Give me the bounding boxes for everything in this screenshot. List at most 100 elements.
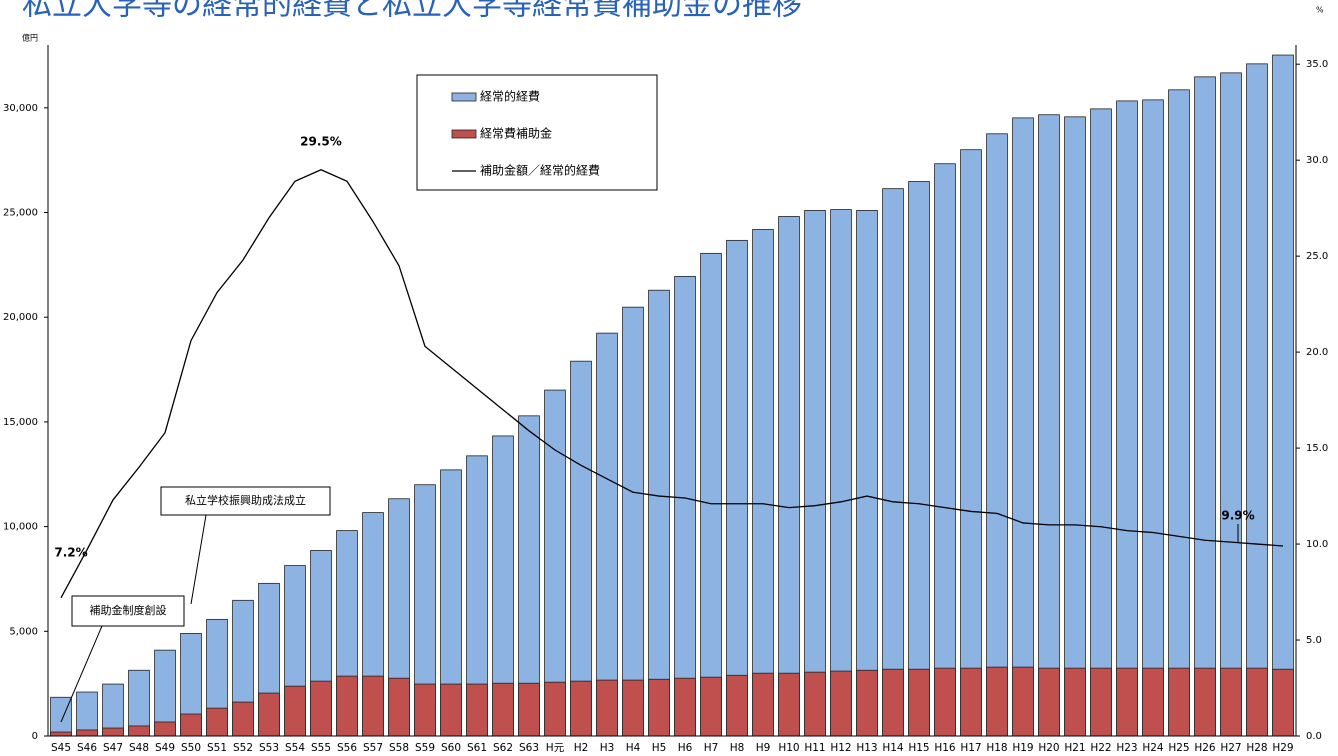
bar [362,675,384,737]
x-tick-label: H19 [1012,742,1033,754]
x-tick-label: S57 [363,742,383,754]
bar [752,672,774,737]
x-tick-label: H16 [934,742,956,754]
x-tick-label: S48 [129,742,149,754]
bar [1038,114,1060,737]
bar [440,683,462,737]
bar [50,696,72,737]
x-tick-label: S54 [285,742,305,754]
bar [570,360,592,737]
legend-swatch [451,129,477,139]
legend-label: 補助金額／経常的経費 [480,163,600,178]
x-tick-label: H28 [1246,742,1267,754]
legend-label: 経常費補助金 [480,126,552,141]
y2-tick-label: 30.0 [1306,155,1328,166]
x-tick-label: S56 [337,742,357,754]
x-tick-label: H26 [1194,742,1216,754]
bar [856,669,878,737]
bar [1220,667,1242,737]
x-tick-label: S49 [155,742,175,754]
y2-tick-label: 25.0 [1306,251,1328,262]
bar [1090,667,1112,737]
bar [258,692,280,737]
bar [232,701,254,737]
bar [1012,666,1034,737]
legend-label: 経常的経費 [480,89,540,104]
x-tick-label: S51 [207,742,227,754]
bar [804,210,826,737]
x-tick-label: S52 [233,742,253,754]
ratio-line [60,169,1284,599]
bar [960,149,982,737]
bar [648,289,670,737]
y-tick-label: 5,000 [9,626,38,637]
bar [1168,89,1190,737]
x-tick-label: H7 [704,742,719,754]
bar [1012,117,1034,737]
x-tick-label: H15 [908,742,929,754]
x-tick-label: S58 [389,742,409,754]
bar [596,679,618,737]
x-tick-label: H3 [600,742,615,754]
bar [596,332,618,737]
bar [804,671,826,737]
data-label: 9.9% [1221,508,1254,522]
y2-tick-label: 0.0 [1306,731,1322,742]
x-tick-label: H18 [986,742,1007,754]
bar [648,678,670,737]
x-tick-label: S53 [259,742,279,754]
data-label: 29.5% [300,134,342,148]
x-tick-label: S62 [493,742,513,754]
x-tick-label: H8 [730,742,745,754]
bar [674,275,696,737]
bar [700,676,722,737]
chart-title: 私立大学等の経常的経費と私立大学等経常費補助金の推移 [22,0,802,23]
x-tick-label: H17 [960,742,981,754]
bar [1064,116,1086,737]
bar [882,188,904,737]
bar [206,707,228,737]
y2-axis-unit: % [1316,6,1324,15]
x-tick-label: S50 [181,742,201,754]
y-tick-label: 10,000 [3,522,38,533]
x-tick-label: H14 [882,742,904,754]
y2-tick-label: 35.0 [1306,59,1328,70]
y-axis-unit: 億円 [22,33,38,43]
bar [778,672,800,737]
annotation: 私立学校振興助成法成立 [185,493,306,507]
data-label: 7.2% [54,545,87,559]
x-tick-label: H27 [1220,742,1241,754]
bar [76,691,98,737]
bar [492,682,514,737]
bar [726,674,748,737]
bar [1168,667,1190,737]
bar [1090,108,1112,737]
bar [934,163,956,737]
annotation-box [160,486,331,516]
y-tick-label: 20,000 [3,312,38,323]
bar [1064,667,1086,737]
bar [700,252,722,737]
bar [986,666,1008,737]
bar [1194,76,1216,737]
y-tick-label: 15,000 [3,417,38,428]
bar [50,731,72,737]
x-tick-label: H元 [546,742,565,754]
x-tick-label: H23 [1116,742,1137,754]
y-tick-label: 30,000 [3,103,38,114]
bar [934,667,956,737]
x-tick-label: H20 [1038,742,1059,754]
x-tick-label: H6 [678,742,693,754]
bar [1038,667,1060,737]
x-tick-label: S60 [441,742,461,754]
y2-tick-label: 15.0 [1306,443,1328,454]
bar [1194,667,1216,737]
bar [1272,54,1294,737]
y2-tick-label: 5.0 [1306,635,1322,646]
bar [284,685,306,737]
bar [882,668,904,737]
bar [674,677,696,737]
x-tick-label: S63 [519,742,539,754]
y-tick-label: 25,000 [3,208,38,219]
x-tick-label: S61 [467,742,487,754]
